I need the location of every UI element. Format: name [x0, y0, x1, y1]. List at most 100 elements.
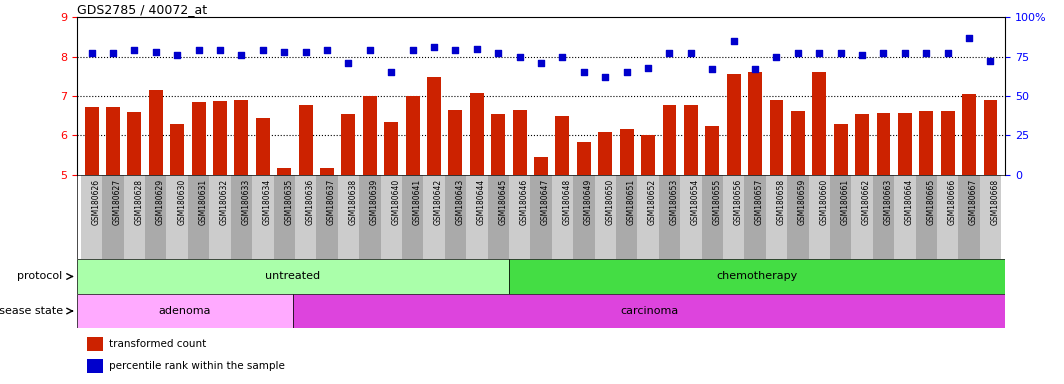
- Bar: [466, 175, 487, 259]
- Text: GSM180640: GSM180640: [392, 179, 400, 225]
- Point: [576, 70, 593, 76]
- Point: [768, 54, 785, 60]
- Bar: [278, 168, 292, 175]
- Text: GSM180660: GSM180660: [819, 179, 828, 225]
- Point: [383, 70, 400, 76]
- Text: GSM180666: GSM180666: [948, 179, 957, 225]
- Bar: [809, 175, 830, 259]
- Point: [747, 66, 764, 72]
- Point: [982, 58, 999, 65]
- Bar: [405, 96, 419, 175]
- Text: GSM180656: GSM180656: [734, 179, 743, 225]
- Text: carcinoma: carcinoma: [620, 306, 678, 316]
- Bar: [316, 175, 337, 259]
- Bar: [487, 175, 509, 259]
- Point: [318, 47, 335, 53]
- Text: GSM180630: GSM180630: [178, 179, 186, 225]
- Point: [297, 49, 314, 55]
- Point: [511, 54, 528, 60]
- Text: GSM180632: GSM180632: [220, 179, 229, 225]
- Text: GSM180649: GSM180649: [584, 179, 593, 225]
- Text: GSM180638: GSM180638: [348, 179, 358, 225]
- Text: GSM180653: GSM180653: [669, 179, 679, 225]
- Bar: [766, 175, 787, 259]
- Bar: [299, 105, 313, 175]
- Text: GSM180657: GSM180657: [755, 179, 764, 225]
- Bar: [663, 105, 677, 175]
- Text: GSM180637: GSM180637: [327, 179, 336, 225]
- Text: untreated: untreated: [265, 271, 320, 281]
- Bar: [769, 100, 783, 175]
- Point: [961, 35, 978, 41]
- Bar: [513, 110, 527, 175]
- Bar: [427, 77, 440, 175]
- Bar: [81, 175, 102, 259]
- Bar: [449, 110, 463, 175]
- Text: adenoma: adenoma: [159, 306, 211, 316]
- Point: [362, 47, 379, 53]
- Point: [468, 46, 485, 52]
- Bar: [149, 90, 163, 175]
- Bar: [213, 101, 227, 175]
- Text: GSM180636: GSM180636: [305, 179, 315, 225]
- Text: transformed count: transformed count: [109, 339, 205, 349]
- Point: [682, 50, 699, 56]
- Bar: [273, 175, 295, 259]
- Bar: [106, 107, 120, 175]
- Bar: [727, 74, 741, 175]
- Bar: [659, 175, 680, 259]
- Point: [918, 50, 935, 56]
- Bar: [170, 124, 184, 175]
- Bar: [166, 175, 188, 259]
- Bar: [530, 175, 552, 259]
- Text: GSM180633: GSM180633: [242, 179, 250, 225]
- Bar: [337, 175, 360, 259]
- Point: [639, 65, 656, 71]
- Bar: [293, 294, 1005, 328]
- Text: GSM180663: GSM180663: [883, 179, 893, 225]
- Bar: [894, 175, 916, 259]
- Bar: [983, 100, 997, 175]
- Text: GSM180648: GSM180648: [563, 179, 571, 225]
- Text: GSM180668: GSM180668: [991, 179, 999, 225]
- Text: GSM180645: GSM180645: [498, 179, 508, 225]
- Bar: [680, 175, 701, 259]
- Bar: [577, 142, 591, 175]
- Text: GSM180642: GSM180642: [434, 179, 443, 225]
- Point: [940, 50, 957, 56]
- Point: [147, 49, 164, 55]
- Bar: [123, 175, 145, 259]
- Text: GSM180644: GSM180644: [477, 179, 486, 225]
- Point: [661, 50, 678, 56]
- Point: [618, 70, 635, 76]
- Text: GSM180647: GSM180647: [541, 179, 550, 225]
- Text: protocol: protocol: [17, 271, 63, 281]
- Bar: [980, 175, 1001, 259]
- Text: GSM180661: GSM180661: [841, 179, 850, 225]
- Bar: [898, 113, 912, 175]
- Point: [212, 47, 229, 53]
- Text: GSM180628: GSM180628: [134, 179, 144, 225]
- Bar: [855, 114, 869, 175]
- Point: [726, 38, 743, 44]
- Bar: [684, 105, 698, 175]
- Point: [832, 50, 849, 56]
- Point: [532, 60, 549, 66]
- Bar: [295, 175, 316, 259]
- Text: GDS2785 / 40072_at: GDS2785 / 40072_at: [77, 3, 206, 16]
- Bar: [87, 359, 103, 373]
- Text: GSM180665: GSM180665: [927, 179, 935, 225]
- Bar: [363, 96, 377, 175]
- Bar: [342, 114, 355, 175]
- Bar: [320, 168, 334, 175]
- Point: [703, 66, 720, 72]
- Bar: [705, 126, 719, 175]
- Text: GSM180654: GSM180654: [691, 179, 700, 225]
- Bar: [872, 175, 894, 259]
- Point: [83, 50, 100, 56]
- Text: GSM180662: GSM180662: [862, 179, 871, 225]
- Point: [339, 60, 356, 66]
- Point: [853, 52, 870, 58]
- Point: [233, 52, 250, 58]
- Bar: [234, 100, 248, 175]
